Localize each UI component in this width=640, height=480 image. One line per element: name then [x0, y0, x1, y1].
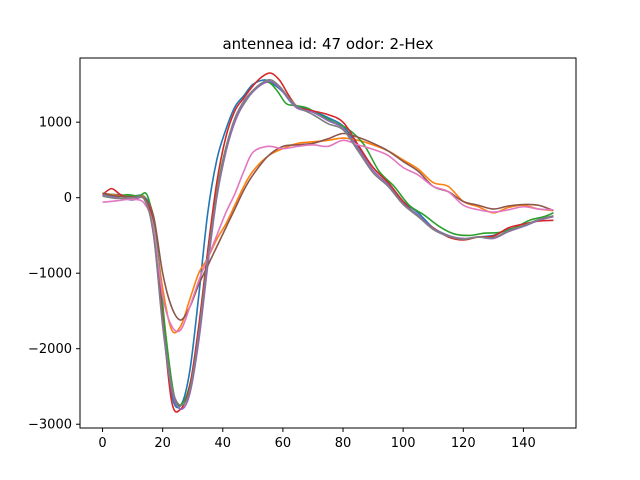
y-tick-label: 0 — [64, 191, 72, 206]
x-tick-label: 100 — [391, 436, 416, 451]
x-tick-label: 60 — [275, 436, 292, 451]
x-tick-label: 80 — [335, 436, 352, 451]
x-tick-label: 20 — [154, 436, 171, 451]
series-line-6 — [102, 132, 554, 321]
series-line-3 — [102, 81, 554, 407]
y-tick-label: 1000 — [39, 116, 72, 131]
y-axis: −3000 −2000 −1000 0 1000 — [28, 116, 80, 433]
x-tick-label: 0 — [98, 436, 106, 451]
x-tick-label: 140 — [511, 436, 536, 451]
y-tick-label: −1000 — [28, 267, 72, 282]
series-line-5 — [102, 80, 554, 410]
series-layer — [102, 72, 554, 413]
series-line-1 — [102, 79, 554, 409]
chart-title: antennea id: 47 odor: 2-Hex — [222, 35, 433, 53]
series-line-7 — [102, 139, 554, 333]
y-tick-label: −2000 — [28, 342, 72, 357]
y-tick-label: −3000 — [28, 418, 72, 433]
x-axis: 0 20 40 60 80 100 120 140 — [98, 428, 536, 451]
x-tick-label: 40 — [215, 436, 232, 451]
series-line-8 — [102, 78, 554, 407]
x-tick-label: 120 — [451, 436, 476, 451]
plot-frame — [79, 57, 577, 429]
